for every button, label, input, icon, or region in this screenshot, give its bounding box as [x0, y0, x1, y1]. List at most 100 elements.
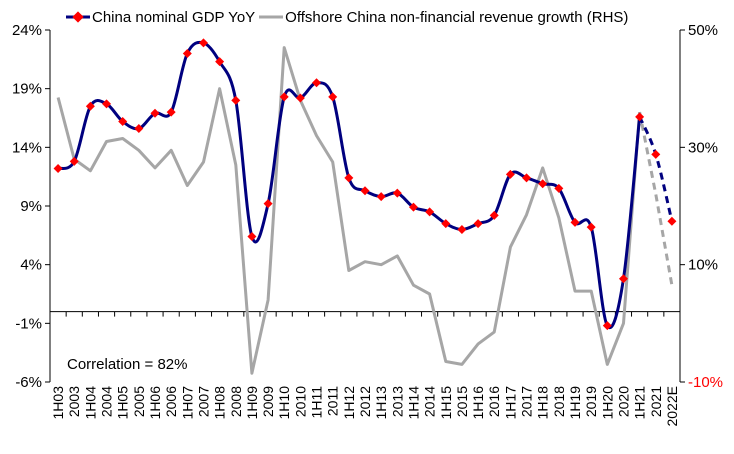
x-tick-label: 2007	[195, 386, 211, 417]
left-tick-label: 19%	[12, 81, 42, 98]
china-gdp-point	[231, 95, 241, 105]
china-gdp-point	[376, 192, 386, 202]
x-tick-label: 1H05	[115, 386, 131, 420]
china-gdp-point	[505, 169, 515, 179]
china-gdp-point	[635, 112, 645, 122]
china-gdp-point	[263, 199, 273, 209]
x-tick-label: 2018	[551, 386, 567, 417]
legend-item-offshore: Offshore China non-financial revenue gro…	[259, 9, 628, 26]
x-tick-label: 1H03	[50, 386, 66, 420]
series-offshore-revenue	[56, 46, 674, 375]
legend-label-offshore: Offshore China non-financial revenue gro…	[285, 8, 629, 26]
china-gdp-point	[247, 232, 257, 242]
china-gdp-point	[102, 99, 112, 109]
china-gdp-point	[651, 149, 661, 159]
x-tick-label: 2017	[519, 386, 535, 417]
x-tick-label: 1H20	[599, 386, 615, 420]
china-gdp-point	[602, 321, 612, 331]
left-tick-label: 9%	[20, 198, 42, 215]
china-gdp-point	[408, 202, 418, 212]
x-tick-label: 2004	[99, 386, 115, 417]
x-tick-label: 2003	[66, 386, 82, 417]
right-tick-label: -10%	[688, 374, 723, 391]
x-tick-label: 2016	[486, 386, 502, 417]
china-gdp-point	[134, 124, 144, 134]
china-gdp-point	[85, 101, 95, 111]
legend-item-gdp: China nominal GDP YoY	[66, 9, 255, 26]
x-tick-label: 1H11	[309, 386, 325, 419]
legend-label-gdp: China nominal GDP YoY	[92, 8, 256, 26]
x-tick-label: 2019	[583, 386, 599, 417]
china-gdp-line	[57, 40, 642, 330]
right-tick-label: 10%	[688, 257, 718, 274]
correlation-annotation: Correlation = 82%	[67, 356, 188, 373]
china-gdp-point	[69, 156, 79, 166]
x-tick-label: 2008	[228, 386, 244, 417]
left-tick-label: -1%	[15, 315, 42, 332]
x-tick-label: 1H14	[405, 386, 421, 420]
china-gdp-point	[295, 93, 305, 103]
china-gdp-point	[618, 274, 628, 284]
china-gdp-point	[182, 48, 192, 58]
china-gdp-point	[279, 92, 289, 102]
x-tick-label: 1H09	[244, 386, 260, 420]
china-gdp-point	[360, 186, 370, 196]
china-gdp-point	[215, 57, 225, 67]
china-gdp-point	[667, 216, 677, 226]
china-gdp-point	[473, 219, 483, 229]
x-tick-label: 2021	[648, 386, 664, 417]
offshore-revenue-line	[56, 46, 642, 375]
x-tick-label: 2006	[163, 386, 179, 417]
x-tick-label: 2011	[325, 386, 341, 416]
left-tick-label: -6%	[15, 374, 42, 391]
axis-labels: -6% -1% 4% 9% 14% 19% 24% -10% 10% 30% 50% 1H03 2003…	[12, 22, 723, 426]
china-gdp-point	[53, 163, 63, 173]
x-tick-label: 2022E	[664, 386, 680, 426]
x-tick-label: 1H04	[82, 386, 98, 420]
x-tick-label: 1H18	[535, 386, 551, 420]
china-gdp-point	[586, 222, 596, 232]
china-gdp-point	[570, 217, 580, 227]
x-tick-label: 1H12	[341, 386, 357, 420]
china-gdp-point	[538, 179, 548, 189]
x-tick-label: 1H15	[438, 386, 454, 420]
legend-swatch-gdp	[66, 11, 90, 23]
left-tick-label: 4%	[20, 257, 42, 274]
right-tick-label: 30%	[688, 139, 718, 156]
x-tick-label: 1H21	[632, 386, 648, 420]
x-tick-label: 2015	[454, 386, 470, 417]
x-tick-label: 1H06	[147, 386, 163, 420]
x-tick-label: 2020	[615, 386, 631, 417]
china-gdp-point	[554, 183, 564, 193]
china-gdp-point	[344, 173, 354, 183]
axes-layer	[45, 29, 685, 383]
china-gdp-point	[328, 92, 338, 102]
x-tick-label: 2014	[422, 386, 438, 417]
china-gdp-point	[198, 38, 208, 48]
x-tick-label: 1H13	[373, 386, 389, 420]
china-gdp-point	[489, 210, 499, 220]
x-tick-label: 2013	[389, 386, 405, 417]
right-tick-label: 50%	[688, 22, 718, 39]
china-gdp-point	[522, 173, 532, 183]
china-gdp-point	[457, 224, 467, 234]
offshore-revenue-forecast-line	[638, 111, 674, 286]
series-china-gdp	[57, 40, 674, 330]
x-tick-label: 1H10	[276, 386, 292, 420]
x-tick-label: 2012	[357, 386, 373, 417]
china-gdp-point	[441, 219, 451, 229]
x-tick-label: 2010	[292, 386, 308, 417]
x-tick-label: 1H19	[567, 386, 583, 420]
left-tick-label: 24%	[12, 22, 42, 39]
china-gdp-point	[312, 78, 322, 88]
legend: China nominal GDP YoY Offshore China non…	[66, 6, 632, 28]
x-tick-label: 2009	[260, 386, 276, 417]
legend-swatch-offshore	[259, 11, 284, 23]
x-tick-label: 1H08	[212, 386, 228, 420]
china-gdp-forecast-line	[638, 116, 674, 222]
x-tick-label: 1H17	[502, 386, 518, 420]
china-gdp-point	[392, 188, 402, 198]
x-tick-label: 1H07	[179, 386, 195, 420]
china-gdp-point	[425, 207, 435, 217]
left-tick-label: 14%	[12, 139, 42, 156]
